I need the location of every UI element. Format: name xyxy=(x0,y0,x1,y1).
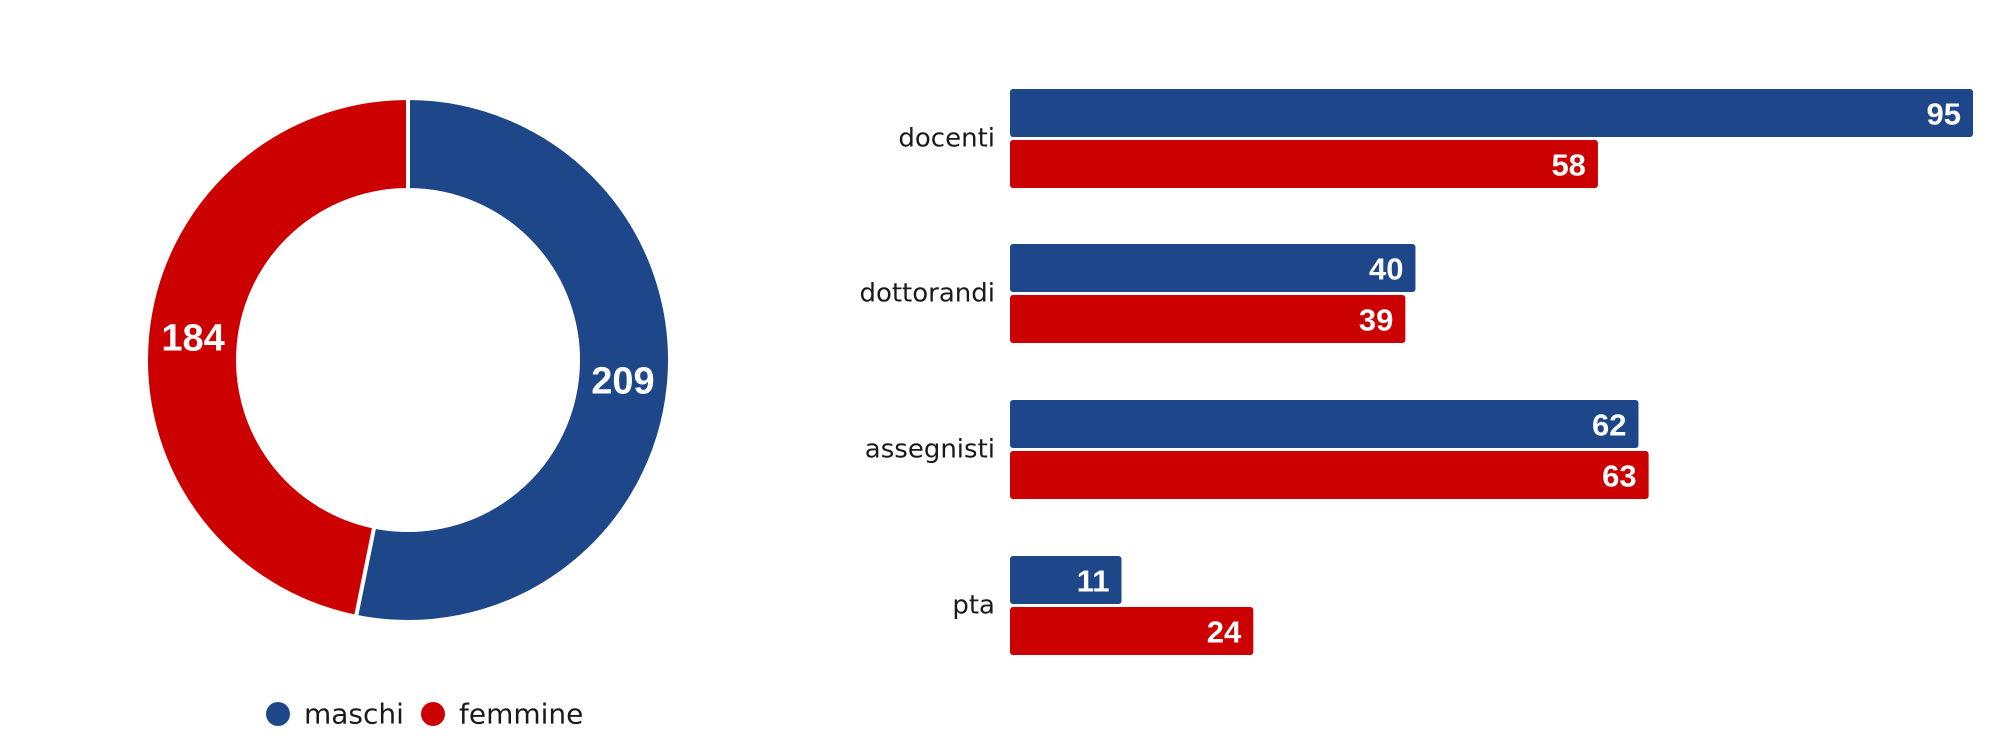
bar-value-label: 39 xyxy=(1359,303,1393,338)
bar-assegnisti-femmine xyxy=(1010,451,1649,499)
bar-value-label: 62 xyxy=(1592,408,1626,443)
bar-docenti-maschi xyxy=(1010,89,1973,137)
donut-slice-maschi xyxy=(353,95,672,624)
category-label-dottorandi: dottorandi xyxy=(859,279,995,309)
bar-pta-femmine xyxy=(1010,607,1254,655)
legend-label-maschi: maschi xyxy=(304,698,404,731)
bar-assegnisti-maschi xyxy=(1010,400,1639,448)
category-label-pta: pta xyxy=(952,591,995,621)
bar-value-label: 24 xyxy=(1207,615,1242,650)
bar-chart: docenti 95 58 dottorandi 40 39 assegnisti 62 63 p… xyxy=(859,89,1973,655)
slice-value-label: 184 xyxy=(161,317,224,359)
bar-value-label: 63 xyxy=(1602,459,1636,494)
slice-value-label: 209 xyxy=(591,361,654,403)
bar-value-label: 11 xyxy=(1077,564,1110,599)
bar-dottorandi-maschi xyxy=(1010,244,1416,292)
bar-value-label: 58 xyxy=(1551,148,1585,183)
legend-marker-maschi xyxy=(266,702,290,726)
donut-chart: 209 184 xyxy=(144,95,672,624)
bar-value-label: 40 xyxy=(1369,252,1403,287)
bar-pta-maschi xyxy=(1010,556,1122,604)
category-label-assegnisti: assegnisti xyxy=(865,435,995,465)
bar-dottorandi-femmine xyxy=(1010,295,1406,343)
donut-slice-femmine xyxy=(144,95,410,620)
bar-docenti-femmine xyxy=(1010,140,1598,188)
legend-label-femmine: femmine xyxy=(459,698,583,731)
category-label-docenti: docenti xyxy=(898,124,995,154)
legend-marker-femmine xyxy=(421,702,445,726)
donut-legend: maschi femmine xyxy=(266,698,583,731)
bar-value-label: 95 xyxy=(1927,97,1961,132)
